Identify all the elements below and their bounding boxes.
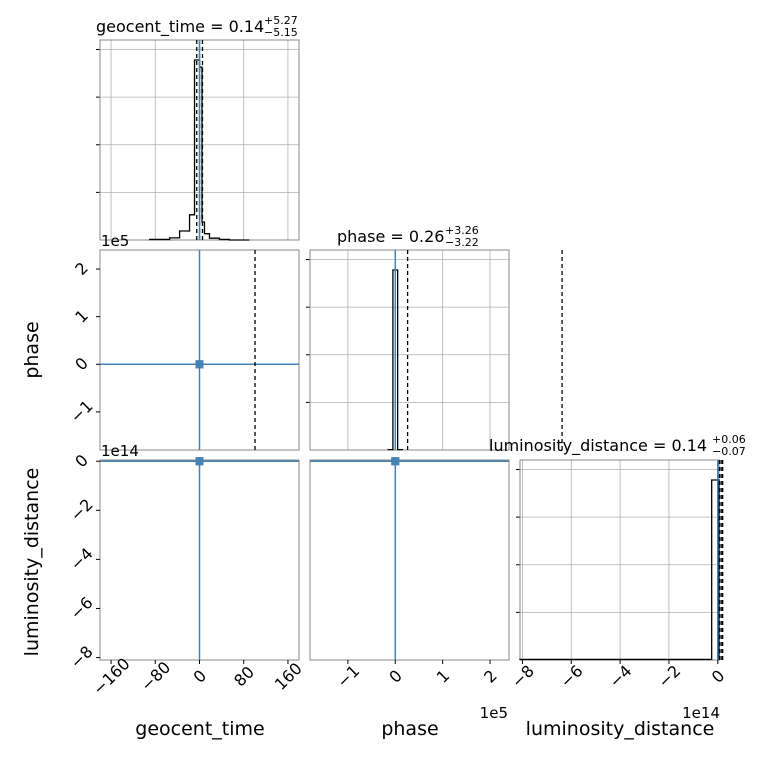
panel-distance-vs-phase (309, 457, 510, 661)
title-distance-plus: +0.06 (712, 433, 746, 446)
title-distance-main: luminosity_distance = 0.14 (489, 436, 707, 456)
x-tick-label: 2 (480, 666, 501, 687)
x-tick-label: −4 (605, 661, 635, 691)
panel-frame (519, 459, 720, 661)
title-phase-minus: −3.22 (445, 236, 479, 249)
title-geocent-time-main: geocent_time = 0.14 (96, 17, 264, 37)
title-phase-plus: +3.26 (445, 224, 479, 237)
x-tick-label: 160 (271, 659, 306, 694)
x-tick-label: 0 (190, 666, 211, 687)
x-tick-label: −2 (654, 661, 684, 691)
title-distance: luminosity_distance = 0.14 (489, 436, 707, 456)
y-tick-label: 0 (71, 354, 92, 375)
panel-geocent-time-hist (96, 39, 300, 241)
scale-label-phase-y: 1e5 (101, 232, 129, 250)
panel-phase-hist (254, 249, 563, 451)
y-tick-label: −1 (67, 396, 97, 426)
panel-distance-hist (516, 459, 724, 661)
title-phase-main: phase = 0.26 (337, 227, 444, 246)
panel-phase-vs-geocent-time (99, 249, 300, 451)
hist-step (519, 479, 720, 661)
x-axis-title-geocent-time: geocent_time (135, 718, 264, 740)
y-tick-label: 0 (71, 451, 92, 472)
truth-marker (195, 457, 204, 466)
panel-frame (309, 459, 510, 661)
y-tick-label: −2 (67, 495, 97, 525)
y-tick-label: −8 (67, 642, 97, 672)
x-axis-title-phase: phase (381, 718, 438, 740)
x-tick-label: 0 (708, 666, 729, 687)
y-tick-label: −6 (67, 593, 97, 623)
scale-label-phase-x: 1e5 (480, 704, 508, 722)
scale-label-distance-x: 1e14 (682, 704, 720, 722)
x-tick-label: −6 (557, 661, 587, 691)
title-geocent-time-minus: −5.15 (264, 26, 298, 39)
scale-label-distance-y: 1e14 (101, 442, 139, 460)
x-tick-label: 80 (230, 662, 258, 690)
x-tick-label: −8 (508, 661, 538, 691)
y-axis-title-distance: luminosity_distance (21, 468, 43, 657)
title-geocent-time-plus: +5.27 (264, 14, 298, 27)
truth-marker (195, 360, 204, 369)
title-geocent-time: geocent_time = 0.14 (96, 17, 264, 37)
panel-distance-vs-geocent-time (99, 457, 300, 661)
x-tick-label: −1 (333, 661, 363, 691)
panel-frame (309, 249, 510, 451)
x-tick-label: 1 (433, 666, 454, 687)
title-phase: phase = 0.26 (337, 227, 444, 246)
x-tick-label: −80 (137, 658, 174, 695)
y-tick-label: −4 (67, 544, 97, 574)
y-tick-label: 2 (71, 258, 92, 279)
x-tick-label: 0 (385, 666, 406, 687)
truth-marker (391, 457, 400, 466)
y-tick-label: 1 (71, 306, 92, 327)
y-axis-title-phase: phase (21, 321, 43, 378)
x-axis-title-distance: luminosity_distance (526, 718, 715, 740)
title-distance-minus: −0.07 (712, 445, 746, 458)
